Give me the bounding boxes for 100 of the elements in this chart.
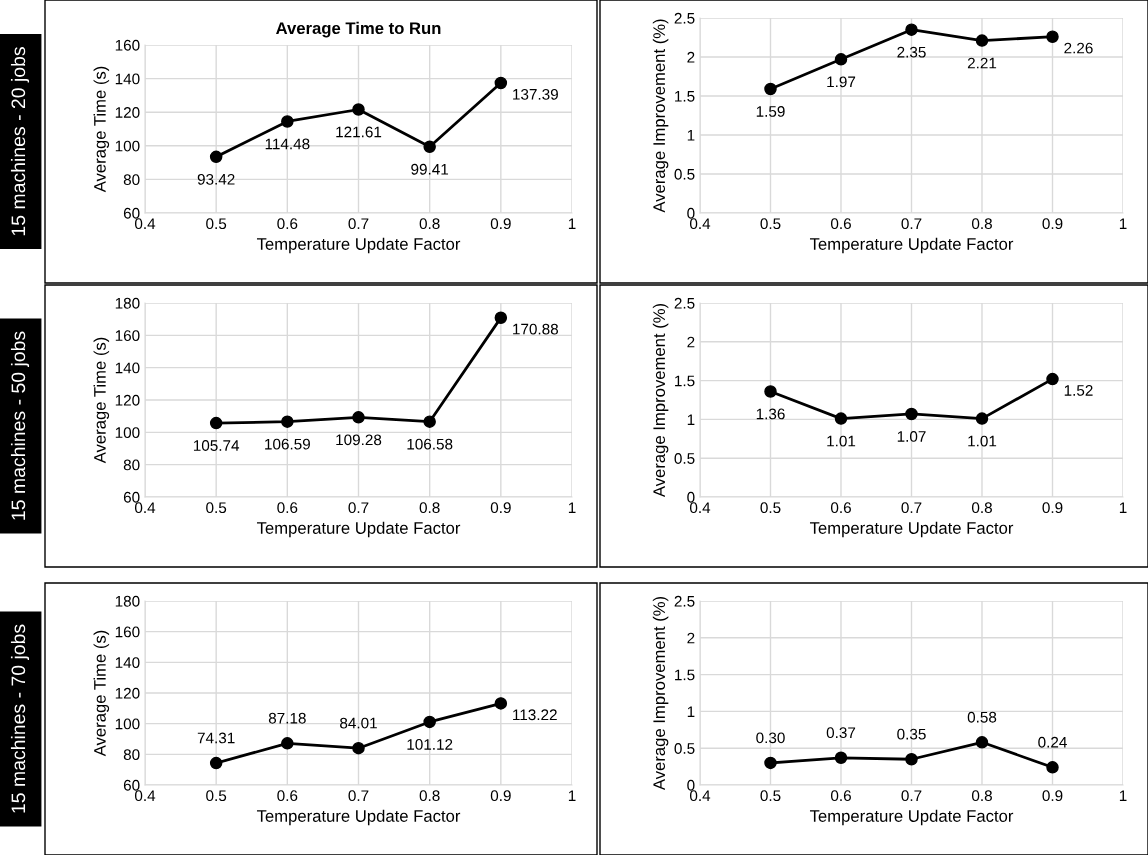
- point: [834, 412, 848, 425]
- y-tick-label: 60: [123, 491, 140, 503]
- data-label: 1.01: [827, 435, 856, 447]
- y-tick-label: 140: [115, 657, 140, 669]
- data-label: 87.18: [268, 712, 306, 724]
- point: [423, 715, 436, 729]
- x-tick-label: 0.5: [206, 502, 227, 514]
- point: [905, 752, 918, 766]
- point: [494, 311, 508, 324]
- data-label: 0.58: [967, 711, 997, 723]
- x-tick-label: 0.5: [760, 218, 781, 230]
- point: [905, 23, 918, 36]
- y-tick-label: 2: [687, 51, 695, 63]
- y-tick-label: 0: [687, 779, 695, 791]
- y-tick-label: 180: [115, 297, 140, 309]
- y-tick-label: 2.5: [674, 595, 695, 607]
- point: [1046, 30, 1059, 43]
- y-axis-title: Average Time (s): [93, 337, 110, 464]
- x-tick-label: 0.8: [971, 502, 992, 514]
- x-axis-title: Temperature Update Factor: [809, 521, 1014, 538]
- y-tick-label: 0.5: [674, 168, 695, 180]
- x-tick-label: 0.8: [971, 218, 992, 230]
- y-tick-label: 1: [687, 130, 695, 141]
- chart-title: Average Time to Run: [276, 21, 441, 38]
- data-label: 121.61: [336, 126, 382, 138]
- y-tick-label: 120: [115, 687, 140, 699]
- data-label: 106.59: [265, 438, 310, 450]
- y-tick-label: 1.5: [675, 375, 695, 387]
- point: [352, 411, 365, 424]
- y-tick-label: 100: [115, 140, 140, 152]
- x-tick-label: 0.6: [830, 790, 851, 802]
- x-tick-label: 0.9: [490, 790, 511, 802]
- y-tick-label: 160: [115, 626, 140, 638]
- data-label: 1.01: [968, 435, 997, 447]
- y-tick-label: 80: [123, 749, 140, 761]
- data-label: 1.52: [1064, 385, 1093, 396]
- data-label: 93.42: [197, 173, 235, 185]
- y-tick-label: 80: [123, 174, 140, 186]
- data-label: 84.01: [340, 717, 377, 729]
- x-tick-label: 0.4: [134, 790, 156, 802]
- data-label: 1.97: [827, 76, 856, 88]
- data-label: 113.22: [513, 709, 557, 721]
- point: [764, 385, 777, 398]
- data-label: 109.28: [336, 434, 382, 446]
- y-axis-title: Average Improvement (%): [652, 596, 669, 791]
- y-axis-title: Average Time (s): [93, 630, 110, 757]
- data-label: 0.30: [756, 732, 785, 744]
- x-tick-label: 0.7: [901, 790, 922, 802]
- x-tick-label: 0.7: [348, 790, 369, 802]
- y-axis-title: Average Improvement (%): [652, 19, 669, 213]
- data-label: 114.48: [265, 138, 310, 150]
- point: [352, 103, 365, 116]
- data-label: 2.21: [967, 57, 997, 69]
- x-tick-label: 0.8: [419, 790, 440, 802]
- y-tick-label: 160: [115, 39, 140, 51]
- y-tick-label: 120: [115, 107, 140, 118]
- data-label: 170.88: [513, 323, 559, 335]
- x-tick-label: 0.5: [760, 790, 781, 802]
- x-tick-label: 0.7: [348, 218, 369, 230]
- x-tick-label: 0.9: [490, 218, 511, 230]
- point: [494, 76, 508, 90]
- data-label: 137.39: [513, 88, 558, 100]
- x-tick-label: 0.4: [689, 218, 711, 230]
- y-tick-label: 60: [123, 779, 140, 791]
- x-axis-title: Temperature Update Factor: [809, 809, 1014, 826]
- point: [423, 140, 436, 154]
- x-tick-label: 0.5: [206, 218, 227, 230]
- point: [834, 53, 848, 66]
- x-tick-label: 0.8: [419, 502, 440, 514]
- y-tick-label: 180: [115, 595, 140, 607]
- x-tick-label: 0.6: [830, 502, 851, 514]
- point: [834, 751, 848, 765]
- data-label: 106.58: [407, 438, 453, 450]
- data-label: 2.35: [897, 46, 926, 58]
- point: [209, 756, 223, 770]
- text: 15 machines - 70 jobs: [10, 624, 30, 813]
- x-tick-label: 0.7: [901, 218, 922, 230]
- x-tick-label: 0.4: [134, 218, 156, 230]
- data-label: 74.31: [197, 732, 235, 744]
- y-tick-label: 2: [687, 632, 695, 644]
- x-tick-label: 0.5: [760, 502, 781, 514]
- y-tick-label: 1: [687, 414, 695, 425]
- point: [281, 737, 294, 750]
- x-tick-label: 0.9: [1042, 218, 1063, 230]
- x-tick-label: 0.7: [348, 502, 369, 514]
- y-tick-label: 60: [123, 207, 140, 219]
- data-label: 0.24: [1038, 736, 1067, 748]
- x-tick-label: 1: [568, 790, 576, 801]
- x-axis-title: Temperature Update Factor: [256, 521, 461, 538]
- y-tick-label: 120: [115, 394, 140, 406]
- y-tick-label: 2: [687, 336, 695, 348]
- y-axis-title: Average Improvement (%): [652, 303, 669, 498]
- x-tick-label: 0.9: [490, 502, 511, 514]
- point: [352, 741, 365, 755]
- x-tick-label: 0.4: [689, 790, 711, 802]
- x-tick-label: 0.6: [277, 218, 298, 230]
- point: [494, 697, 508, 710]
- point: [975, 412, 989, 425]
- data-label: 2.26: [1064, 42, 1093, 54]
- x-tick-label: 0.9: [1042, 502, 1063, 514]
